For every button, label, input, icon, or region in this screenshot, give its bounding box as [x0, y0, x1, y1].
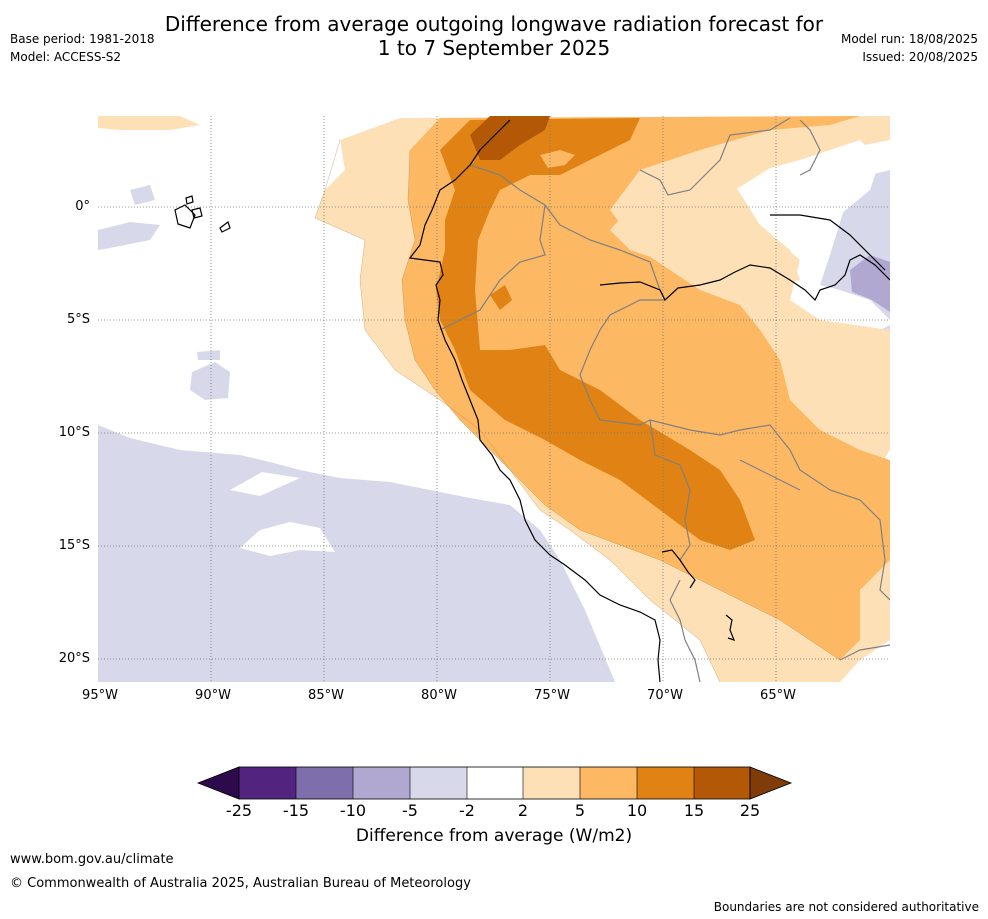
footer-url[interactable]: www.bom.gov.au/climate — [10, 852, 174, 867]
colorbar-tick: -25 — [225, 801, 253, 820]
colorbar-swatch-9 — [694, 767, 750, 799]
model-run: Model run: 18/08/2025 — [840, 32, 978, 46]
colorbar-swatch-7 — [580, 767, 637, 799]
anomaly-pos-15-25 — [470, 116, 550, 160]
lat-label-15s: 15°S — [58, 538, 90, 553]
base-period: Base period: 1981-2018 — [10, 32, 155, 46]
colorbar-title: Difference from average (W/m2) — [355, 826, 633, 846]
issued-date: Issued: 20/08/2025 — [862, 50, 978, 64]
colorbar-arrow-low — [196, 766, 240, 800]
lat-label-5s: 5°S — [66, 312, 90, 327]
colorbar-tick: 15 — [683, 801, 705, 820]
meta-right: Model run: 18/08/2025 Issued: 20/08/2025 — [841, 30, 978, 66]
colorbar-swatch-6 — [523, 767, 580, 799]
title-line-1: Difference from average outgoing longwav… — [164, 12, 824, 36]
colorbar-tick: -5 — [402, 801, 418, 820]
colorbar — [196, 766, 793, 800]
map-gridlines — [98, 116, 890, 682]
colorbar-tick: 25 — [739, 801, 761, 820]
lon-label-95w: 95°W — [82, 688, 118, 703]
colorbar-swatch-4 — [410, 767, 467, 799]
country-borders — [439, 117, 890, 682]
lon-label-90w: 90°W — [195, 688, 231, 703]
colorbar-tick: -15 — [282, 801, 310, 820]
lon-label-70w: 70°W — [647, 688, 683, 703]
lon-label-85w: 85°W — [308, 688, 344, 703]
title-line-2: 1 to 7 September 2025 — [377, 36, 611, 60]
lat-label-10s: 10°S — [58, 425, 90, 440]
anomaly-neg-ocean — [98, 425, 615, 682]
lon-label-75w: 75°W — [534, 688, 570, 703]
colorbar-swatch-1 — [239, 767, 296, 799]
map-area — [98, 116, 890, 682]
colorbar-tick: 2 — [517, 801, 529, 820]
colorbar-swatch-5 — [467, 767, 523, 799]
colorbar-tick: -2 — [459, 801, 475, 820]
meta-left: Base period: 1981-2018 Model: ACCESS-S2 — [10, 30, 155, 66]
coastlines — [174, 119, 890, 682]
colorbar-tick: 5 — [574, 801, 586, 820]
lat-label-20s: 20°S — [58, 651, 90, 666]
model-name: Model: ACCESS-S2 — [10, 50, 122, 64]
colorbar-tick: -10 — [339, 801, 367, 820]
map-title: Difference from average outgoing longwav… — [0, 12, 988, 60]
colorbar-tick: 10 — [626, 801, 648, 820]
lon-label-80w: 80°W — [421, 688, 457, 703]
colorbar-arrow-high — [749, 766, 793, 800]
colorbar-swatch-2 — [296, 767, 353, 799]
anomaly-pos-10-15 — [436, 118, 755, 550]
lat-label-0: 0° — [75, 199, 90, 214]
lon-label-65w: 65°W — [760, 688, 796, 703]
footer-disclaimer: Boundaries are not considered authoritat… — [713, 900, 979, 914]
colorbar-swatch-8 — [637, 767, 694, 799]
colorbar-swatch-3 — [353, 767, 410, 799]
anomaly-pos-5-10 — [402, 116, 890, 660]
footer-copyright: © Commonwealth of Australia 2025, Austra… — [10, 876, 471, 891]
